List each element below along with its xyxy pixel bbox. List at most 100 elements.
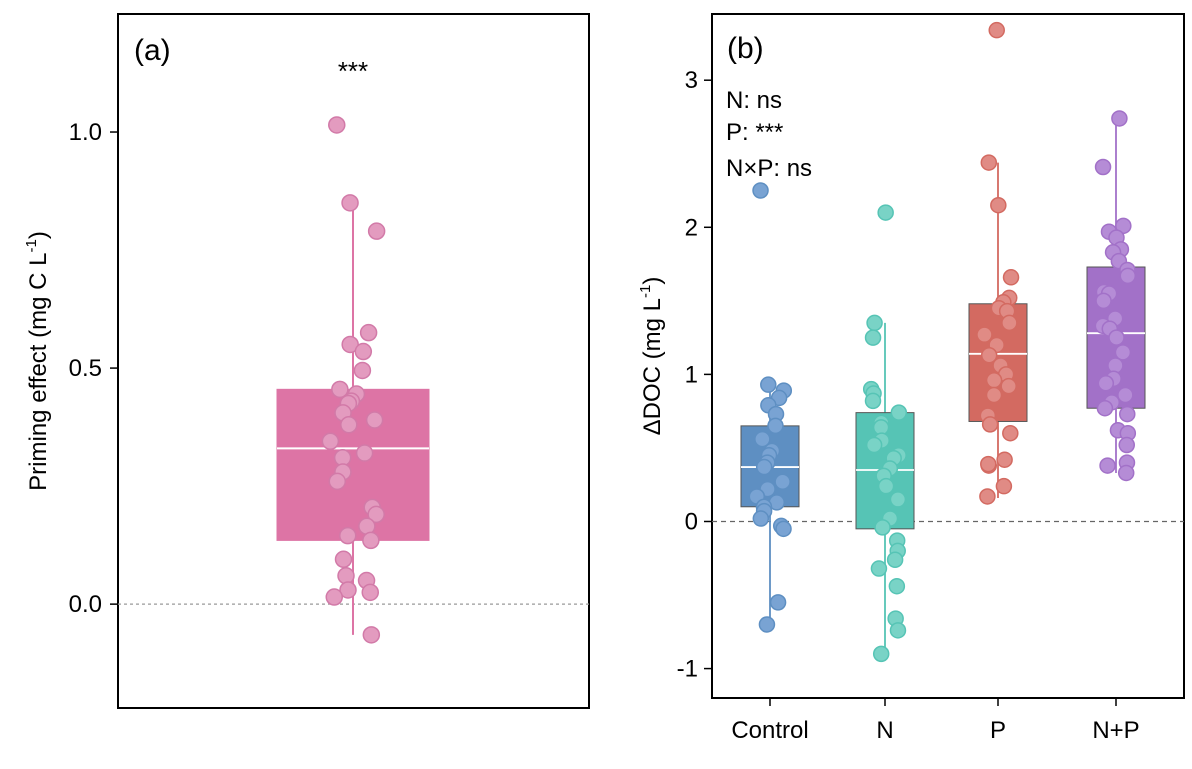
data-point <box>985 372 1003 389</box>
x-tick-label: P <box>990 717 1006 744</box>
data-point <box>1095 292 1112 310</box>
panel-a-frame <box>117 13 590 709</box>
panel-b-frame <box>711 13 1185 699</box>
data-point <box>331 380 349 399</box>
data-point <box>359 323 378 342</box>
data-point <box>1000 377 1017 395</box>
data-point <box>328 472 347 491</box>
data-point <box>758 616 776 633</box>
data-point <box>1096 399 1114 417</box>
data-point <box>874 519 891 536</box>
data-point <box>877 477 895 495</box>
data-point <box>877 204 894 221</box>
data-point <box>760 376 777 393</box>
data-point <box>1117 464 1135 482</box>
data-point <box>976 326 993 343</box>
data-point <box>362 531 380 550</box>
data-point <box>870 560 888 577</box>
data-point <box>1097 374 1115 392</box>
data-point <box>752 510 770 527</box>
y-tick-label: 3 <box>685 67 698 94</box>
y-tick-label: 2 <box>685 214 698 241</box>
data-point <box>755 458 773 476</box>
data-point <box>334 550 353 569</box>
data-point <box>354 342 373 361</box>
data-point <box>988 21 1005 39</box>
panel-a-y-axis-label: Priming effect (mg C L-1) <box>23 231 52 491</box>
data-point <box>866 314 883 332</box>
panel-b-plot <box>712 21 1184 663</box>
panel-b-x-axis: Control N P N+P <box>731 698 1140 744</box>
data-point <box>1108 329 1125 346</box>
data-point <box>1118 436 1135 454</box>
data-point <box>864 329 882 346</box>
data-point <box>1111 110 1128 127</box>
data-point <box>340 415 358 434</box>
data-point <box>990 196 1007 214</box>
panel-b-y-axis: -1 0 1 2 3 <box>677 67 712 683</box>
data-point <box>355 444 374 462</box>
data-point <box>889 491 907 508</box>
data-point <box>337 567 355 585</box>
data-point <box>328 116 346 134</box>
panel-a-y-axis: 0.0 0.5 1.0 <box>69 119 118 618</box>
y-tick-label: 1 <box>685 361 698 388</box>
data-point <box>1119 267 1137 285</box>
data-point <box>979 488 996 505</box>
panel-a: (a) *** Priming effect (mg C L-1) 0.0 0.5… <box>23 13 590 709</box>
panel-a-plot <box>118 116 589 644</box>
data-point <box>886 551 904 568</box>
data-point <box>365 411 384 429</box>
data-point <box>754 430 771 448</box>
data-point <box>996 451 1013 468</box>
data-point <box>1002 424 1019 442</box>
data-point <box>1094 158 1112 176</box>
data-point <box>362 626 381 644</box>
data-point <box>1114 344 1132 361</box>
y-tick-label: 1.0 <box>69 119 102 146</box>
panel-b-y-axis-label: ΔDOC (mg L-1) <box>637 277 666 436</box>
annotation-p: P: *** <box>726 119 783 146</box>
data-point <box>865 436 883 454</box>
data-point <box>367 222 386 240</box>
data-point <box>890 404 908 421</box>
data-point <box>1001 314 1018 332</box>
data-point <box>1119 405 1136 423</box>
data-point <box>985 386 1003 404</box>
data-point <box>341 194 359 212</box>
x-tick-label: N+P <box>1092 717 1139 744</box>
data-point <box>981 416 999 433</box>
data-point <box>864 392 882 410</box>
panel-b: (b) N: ns P: *** N×P: ns ΔDOC (mg L-1) -… <box>637 13 1185 744</box>
y-tick-label: -1 <box>677 656 698 683</box>
data-point <box>1117 386 1134 404</box>
data-point <box>980 455 997 473</box>
data-point <box>769 594 787 611</box>
data-point <box>767 417 784 435</box>
data-point <box>980 154 998 171</box>
data-point <box>353 361 372 380</box>
box <box>276 388 430 541</box>
data-point <box>980 347 998 364</box>
data-point <box>339 581 357 599</box>
x-tick-label: Control <box>731 717 808 744</box>
data-point <box>339 526 357 545</box>
y-tick-label: 0 <box>685 508 698 535</box>
data-point <box>775 520 792 538</box>
y-tick-label: 0.5 <box>69 355 102 382</box>
data-point <box>774 473 791 491</box>
panel-b-label: (b) <box>727 32 764 65</box>
data-point <box>889 622 907 639</box>
x-tick-label: N <box>876 717 893 744</box>
annotation-n: N: ns <box>726 87 782 114</box>
data-point <box>1099 457 1116 474</box>
annotation-nxp: N×P: ns <box>726 155 812 182</box>
data-point <box>325 588 344 606</box>
data-point <box>888 577 906 595</box>
data-point <box>872 645 890 663</box>
data-point <box>752 182 769 199</box>
data-point <box>361 583 380 602</box>
data-point <box>321 432 340 451</box>
data-point <box>367 505 385 524</box>
